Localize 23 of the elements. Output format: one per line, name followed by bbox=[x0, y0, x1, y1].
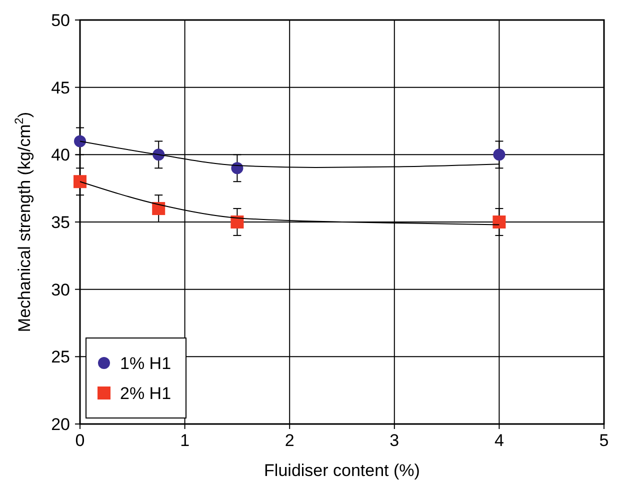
x-tick-label: 4 bbox=[494, 431, 504, 450]
x-tick-label: 2 bbox=[284, 431, 294, 450]
x-axis-title: Fluidiser content (%) bbox=[264, 461, 420, 480]
y-tick-label: 45 bbox=[51, 78, 70, 98]
x-tick-label: 5 bbox=[599, 431, 609, 450]
y-tick-label: 40 bbox=[51, 146, 70, 165]
point bbox=[74, 175, 86, 188]
y-tick-label: 30 bbox=[51, 280, 70, 300]
point bbox=[230, 216, 244, 228]
y-tick-label: 25 bbox=[51, 348, 70, 367]
point bbox=[493, 148, 506, 161]
point bbox=[492, 216, 506, 228]
point bbox=[231, 162, 244, 174]
x-tick-label: 0 bbox=[75, 431, 85, 450]
y-tick-label: 35 bbox=[51, 213, 70, 232]
y-tick-label: 20 bbox=[51, 415, 70, 434]
legend-label: 1% H1 bbox=[120, 354, 172, 373]
x-tick-label: 1 bbox=[180, 431, 190, 450]
x-tick-label: 3 bbox=[390, 431, 400, 450]
point bbox=[152, 202, 166, 216]
point bbox=[74, 135, 86, 148]
legend-label: 2% H1 bbox=[120, 384, 172, 403]
y-tick-label: 50 bbox=[51, 11, 70, 30]
